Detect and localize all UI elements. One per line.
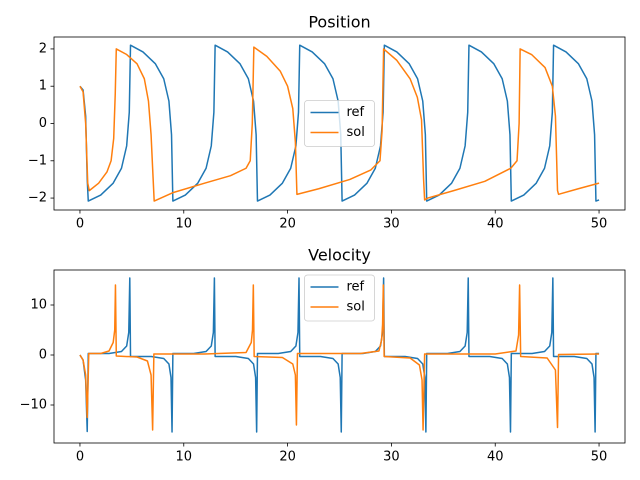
legend-label: sol: [347, 125, 365, 140]
y-tick-label: 0: [39, 116, 47, 131]
plot-area: [79, 277, 600, 433]
x-tick-label: 20: [279, 450, 296, 465]
axes-frame: [53, 269, 626, 444]
legend-label: ref: [347, 280, 365, 295]
x-tick-label: 40: [487, 450, 504, 465]
x-tick-label: 10: [175, 217, 192, 232]
axes-title: Position: [308, 13, 370, 32]
x-tick-label: 0: [76, 450, 84, 465]
axes-title: Velocity: [308, 246, 371, 265]
data-line: [79, 277, 600, 433]
y-tick-label: 2: [39, 41, 47, 56]
x-tick-label: 40: [487, 217, 504, 232]
y-tick-label: 0: [39, 348, 47, 363]
y-tick-label: −2: [28, 191, 47, 206]
y-tick-label: 10: [30, 298, 47, 313]
data-line: [79, 284, 600, 431]
x-tick-label: 50: [591, 217, 608, 232]
x-tick-label: 30: [383, 450, 400, 465]
x-tick-label: 50: [591, 450, 608, 465]
y-tick-label: 1: [39, 79, 47, 94]
legend-label: ref: [347, 105, 365, 120]
legend-label: sol: [347, 300, 365, 315]
x-tick-label: 0: [76, 217, 84, 232]
x-tick-label: 10: [175, 450, 192, 465]
data-line: [79, 46, 600, 202]
y-tick-label: −1: [28, 153, 47, 168]
x-tick-label: 20: [279, 217, 296, 232]
legend: ref sol: [304, 274, 375, 322]
x-tick-label: 30: [383, 217, 400, 232]
legend: ref sol: [304, 100, 375, 147]
y-tick-label: −10: [20, 398, 47, 413]
